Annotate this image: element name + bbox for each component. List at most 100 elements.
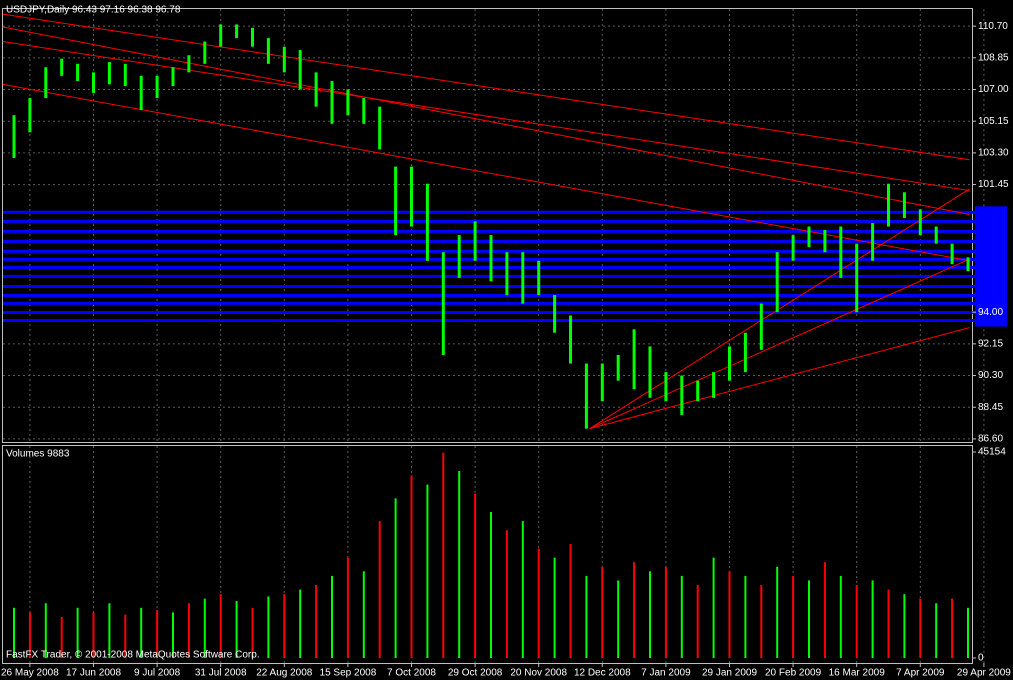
level-label-box <box>975 206 1007 327</box>
price-bar <box>759 303 763 350</box>
volume-bar <box>871 580 874 658</box>
volume-bar <box>44 603 47 658</box>
price-bar <box>314 72 318 107</box>
price-bar <box>950 243 954 265</box>
price-bar <box>28 98 32 133</box>
volume-bar <box>92 612 95 658</box>
x-tick-label: 29 Apr 2009 <box>957 668 1011 679</box>
price-bar <box>632 329 636 390</box>
footer: FastFX Trader, © 2001-2008 MetaQuotes So… <box>6 650 260 661</box>
price-bar <box>807 226 811 248</box>
price-bar <box>839 226 843 278</box>
volume-bar <box>156 610 159 658</box>
price-bar <box>918 209 922 236</box>
trend-line <box>2 26 970 216</box>
price-bar <box>346 89 350 116</box>
volume-title: Volumes 9883 <box>6 449 70 460</box>
volume-bar <box>76 607 79 658</box>
volume-bar <box>124 614 127 658</box>
volume-bar <box>140 607 143 658</box>
price-bar <box>107 62 111 85</box>
price-bar <box>44 67 48 99</box>
volume-bar <box>776 566 779 658</box>
volume-bar <box>283 594 286 658</box>
volume-bar <box>537 548 540 658</box>
price-bar <box>123 63 127 87</box>
price-bar <box>823 229 827 253</box>
volume-bar <box>808 580 810 658</box>
price-bar <box>441 252 445 355</box>
price-bar <box>298 50 302 90</box>
y-tick-label: 86.60 <box>978 434 1003 445</box>
x-tick-label: 29 Oct 2008 <box>448 668 503 679</box>
price-bar <box>489 235 493 282</box>
volume-bar <box>887 589 890 658</box>
x-tick-label: 7 Apr 2009 <box>896 668 945 679</box>
y-tick-label: 88.45 <box>978 402 1003 413</box>
y-tick-label: 108.85 <box>978 52 1009 63</box>
price-bar <box>934 226 938 244</box>
chart-title: USDJPY,Daily 96.43 97.16 96.38 96.78 <box>6 5 181 16</box>
x-tick-label: 7 Jan 2009 <box>641 668 691 679</box>
volume-bar <box>728 571 731 658</box>
price-bar <box>76 63 80 81</box>
price-bar <box>664 372 668 402</box>
price-bar <box>92 72 95 93</box>
volume-bar <box>187 603 190 658</box>
volume-bar <box>172 612 174 658</box>
volume-bar <box>553 557 556 658</box>
price-bar <box>902 192 906 218</box>
volume-tick-label: 0 <box>978 653 984 664</box>
price-bar <box>505 252 509 296</box>
price-bar <box>871 223 875 261</box>
volume-bar <box>935 603 938 658</box>
price-bar <box>521 252 525 304</box>
price-bar <box>600 363 604 402</box>
volume-bar <box>394 498 397 658</box>
price-bar <box>791 235 795 261</box>
trend-line <box>2 13 970 161</box>
price-bar <box>12 115 16 159</box>
volume-bar <box>13 607 15 658</box>
volume-bar <box>760 585 763 658</box>
trend-line <box>589 327 970 430</box>
volume-frame <box>2 445 973 664</box>
volume-bar <box>744 575 747 658</box>
volume-bar <box>108 603 111 658</box>
price-bar <box>219 24 223 47</box>
y-tick-label: 94.00 <box>978 307 1003 318</box>
price-bar <box>728 346 731 381</box>
y-tick-label: 107.00 <box>978 84 1009 95</box>
price-bar <box>966 257 970 272</box>
price-bar <box>251 27 254 47</box>
price-bar <box>712 372 716 398</box>
price-bar <box>473 221 477 261</box>
volume-bar <box>490 512 492 658</box>
price-bar <box>680 375 684 415</box>
x-tick-label: 22 Aug 2008 <box>256 668 313 679</box>
volume-bar <box>235 600 238 658</box>
volume-bar <box>474 493 477 658</box>
volume-bar <box>903 594 906 658</box>
volume-bar <box>267 596 270 658</box>
x-tick-label: 15 Sep 2008 <box>320 668 377 679</box>
volume-bar <box>919 598 922 658</box>
price-bar <box>743 332 747 373</box>
trend-line <box>589 188 970 430</box>
price-bar <box>266 38 270 64</box>
price-bar <box>330 80 334 124</box>
price-bar <box>60 58 64 76</box>
volume-bar <box>505 530 508 658</box>
price-bar <box>394 166 398 236</box>
x-tick-label: 9 Jul 2008 <box>134 668 181 679</box>
volume-bar <box>442 452 445 658</box>
price-bar <box>139 75 143 111</box>
volume-bar <box>569 543 572 658</box>
volume-bar <box>664 566 667 658</box>
price-bar <box>425 183 429 261</box>
y-tick-label: 105.15 <box>978 116 1009 127</box>
price-bar <box>648 346 652 398</box>
x-tick-label: 20 Nov 2008 <box>510 668 567 679</box>
